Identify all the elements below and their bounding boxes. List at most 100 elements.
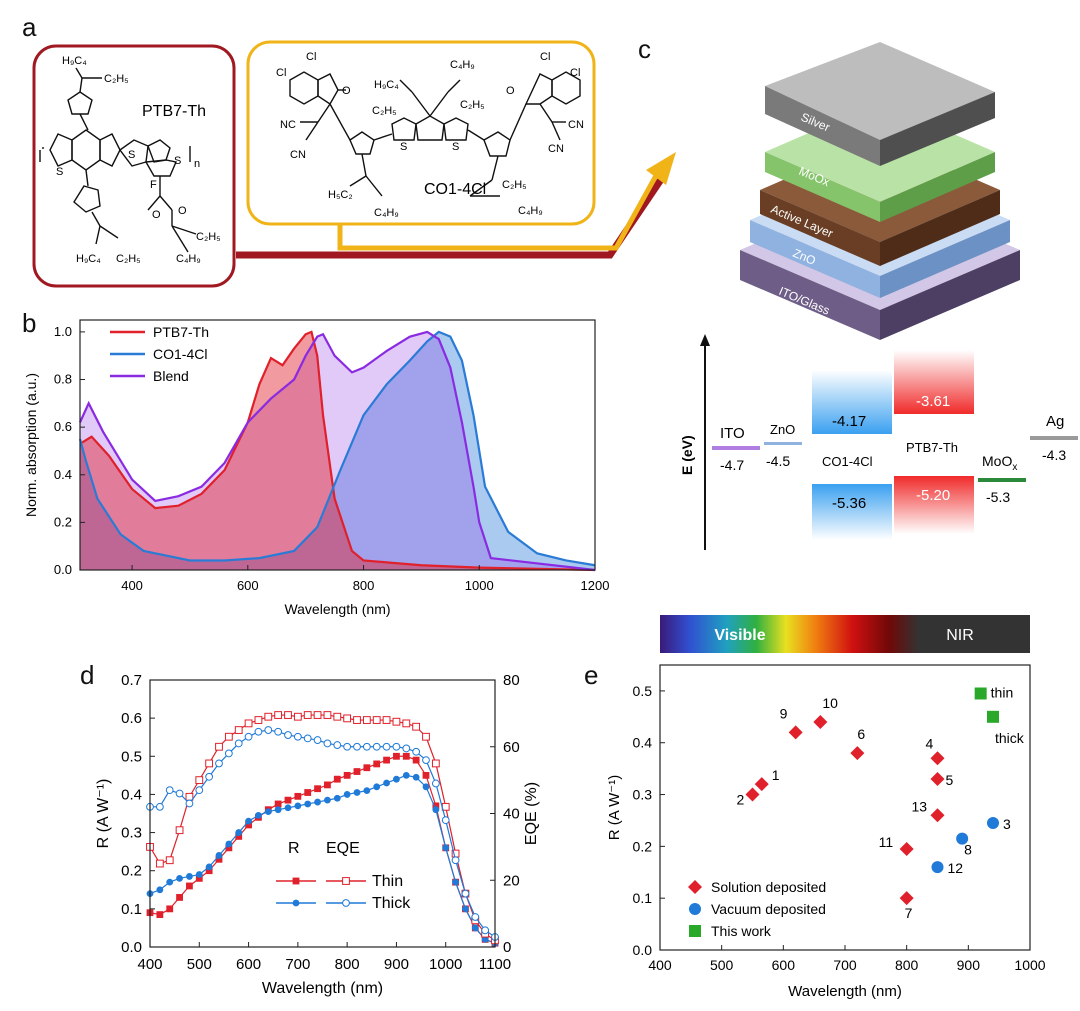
marker-circle-open — [343, 742, 352, 751]
y-tick-label: 0.1 — [633, 890, 653, 906]
point-vacuum-deposited — [987, 817, 999, 830]
co1-h9c4: H₉C₄ — [374, 79, 399, 91]
marker-square-open — [422, 732, 430, 741]
marker-circle — [333, 794, 341, 802]
marker-square-open — [254, 716, 263, 724]
series-eqe-thin — [146, 711, 499, 945]
line-ptb7-th — [79, 330, 596, 572]
marker-square-open — [372, 716, 381, 724]
x-tick-label: 800 — [335, 956, 360, 973]
x-tick-label: 900 — [384, 956, 409, 973]
marker-square — [333, 775, 341, 783]
marker-circle — [176, 874, 183, 882]
marker-square — [432, 802, 440, 810]
marker-circle — [462, 905, 469, 913]
x-tick-label: 900 — [957, 957, 981, 973]
marker-circle-open — [422, 756, 430, 764]
marker-circle-open — [215, 759, 223, 768]
chart-d: 400 500 600 700 800 900 1000 11000.00.10.20.30.… — [95, 672, 540, 997]
ptb7-homo: -5.20 — [916, 487, 950, 504]
co1-c2h5-3: C₂H₅ — [502, 179, 527, 191]
marker-square — [393, 752, 400, 760]
point-solution-deposited — [899, 841, 914, 856]
marker-circle-open — [224, 749, 233, 758]
x-axis-label: Wavelength (nm) — [262, 980, 383, 997]
marker-square — [373, 760, 381, 768]
ito-level — [712, 446, 760, 450]
marker-circle — [274, 806, 282, 814]
marker-square-open — [274, 711, 283, 719]
y-tick-label: 0.1 — [121, 901, 142, 918]
legend-label: This work — [711, 923, 772, 939]
marker-circle — [402, 771, 410, 779]
marker-circle — [481, 935, 489, 943]
marker-circle-open — [293, 732, 302, 741]
ptb7-c4h9: C₄H₉ — [176, 253, 201, 265]
marker-square-open — [224, 732, 233, 741]
marker-circle-open — [431, 779, 440, 788]
co1-cl-4: Cl — [570, 67, 580, 79]
co1-cl-3: Cl — [540, 51, 550, 63]
panel-label-b: b — [22, 308, 37, 338]
marker-square-open — [303, 711, 312, 719]
co1-nc: NC — [280, 119, 296, 131]
marker-circle — [156, 886, 164, 894]
marker-circle — [343, 791, 351, 798]
marker-square-open — [392, 717, 401, 726]
line-co1-4cl — [78, 330, 596, 567]
marker-circle — [452, 878, 459, 886]
marker-circle-open — [244, 732, 253, 741]
co1-cn-3: CN — [548, 143, 564, 155]
marker-circle — [314, 798, 321, 806]
co1-box — [246, 40, 596, 226]
marker-square — [363, 764, 371, 772]
marker-circle — [373, 783, 381, 791]
ptb7-o-1: O — [152, 209, 161, 221]
series-line — [149, 774, 496, 944]
y-tick-label: 0.2 — [633, 838, 653, 854]
marker-circle — [383, 779, 390, 787]
marker-square — [215, 855, 223, 863]
marker-square-open — [195, 776, 204, 785]
marker-circle — [442, 844, 450, 852]
marker-square-open — [264, 712, 273, 721]
point-solution-deposited — [813, 715, 828, 729]
marker-square — [195, 874, 203, 882]
marker-circle — [205, 863, 213, 871]
area-blend — [80, 331, 595, 570]
legend-col-eqe: EQE — [326, 840, 360, 857]
legend-label: PTB7-Th — [153, 324, 209, 340]
x-tick-label: 1000 — [429, 956, 462, 973]
point-solution-deposited — [788, 725, 803, 740]
co1-name: CO1-4Cl — [424, 181, 486, 198]
energy-diagram: E (eV) ITO -4.7 ZnO -4.5 -4.17 CO1-4Cl -… — [679, 334, 1078, 550]
marker-circle — [412, 773, 420, 781]
marker-circle-open — [165, 786, 174, 795]
marker-circle-open — [451, 856, 460, 865]
marker-square — [205, 867, 213, 875]
legend-marker — [688, 880, 702, 894]
marker-square-open — [342, 877, 350, 885]
marker-square-open — [215, 742, 223, 751]
marker-circle — [186, 873, 193, 880]
ptb7-lumo: -3.61 — [916, 393, 950, 410]
point-this-work — [987, 710, 999, 723]
marker-square — [284, 796, 292, 804]
marker-square-open — [382, 716, 391, 724]
panel-label-a: a — [22, 12, 37, 42]
y-tick-label: 0.4 — [633, 735, 653, 751]
co1-lumo: -4.17 — [832, 413, 866, 430]
co1-c2h5-1: C₂H₅ — [372, 105, 397, 117]
marker-square-open — [412, 722, 421, 731]
point-label: 4 — [926, 735, 934, 751]
chart-e: Visible NIR 400 500 600 700 800 900 1000 0.0 0.1 0.… — [606, 615, 1046, 1000]
marker-square — [292, 877, 300, 885]
co1-c2h5-2: C₂H₅ — [460, 99, 485, 111]
zno-level — [764, 442, 802, 445]
point-label: 12 — [948, 860, 964, 876]
y-tick-label: 0.4 — [54, 467, 72, 482]
x-tick-label: 700 — [285, 956, 310, 973]
x-tick-label: 500 — [710, 957, 734, 973]
marker-square — [186, 882, 193, 890]
point-solution-deposited — [745, 787, 760, 802]
